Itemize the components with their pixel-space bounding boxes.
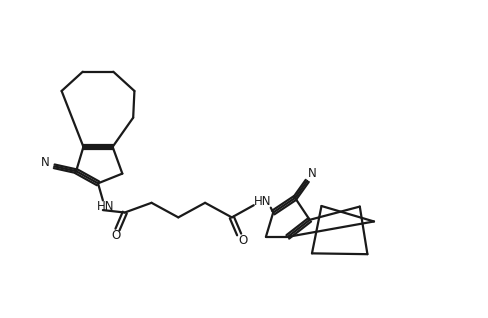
Text: O: O bbox=[239, 234, 247, 247]
Text: HN: HN bbox=[97, 200, 114, 213]
Text: O: O bbox=[111, 229, 121, 242]
Text: N: N bbox=[41, 156, 50, 169]
Text: N: N bbox=[308, 167, 317, 180]
Text: HN: HN bbox=[254, 195, 271, 208]
